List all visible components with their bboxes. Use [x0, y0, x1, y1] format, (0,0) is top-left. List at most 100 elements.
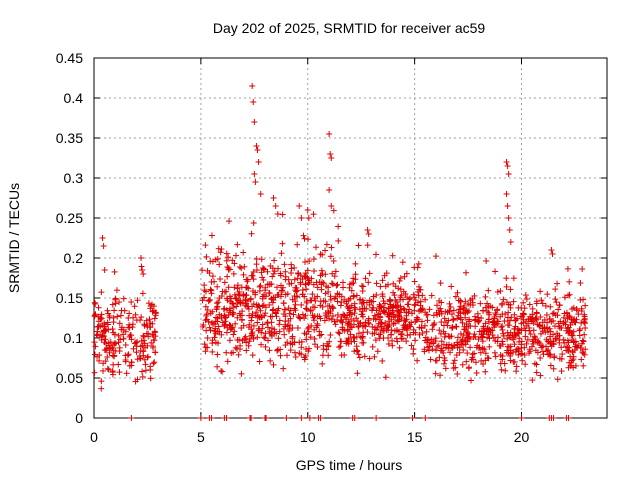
data-point — [475, 336, 482, 343]
data-point — [417, 286, 424, 293]
data-point — [208, 290, 215, 297]
data-point — [397, 309, 404, 316]
data-point — [533, 369, 540, 376]
data-point — [428, 292, 435, 299]
data-point — [531, 333, 538, 340]
data-point — [338, 299, 345, 306]
y-tick-label: 0.4 — [64, 90, 84, 106]
data-point — [405, 309, 412, 316]
data-point — [311, 317, 318, 324]
data-point — [239, 308, 246, 315]
data-point — [497, 288, 504, 295]
data-point — [134, 356, 141, 363]
data-point — [558, 368, 565, 375]
data-point — [516, 335, 523, 342]
data-point — [150, 360, 157, 367]
data-point — [518, 320, 525, 327]
data-point — [392, 320, 399, 327]
data-point — [206, 324, 213, 331]
data-point — [350, 292, 357, 299]
data-point — [117, 312, 124, 319]
data-point — [537, 288, 544, 295]
data-point — [227, 326, 234, 333]
data-point — [271, 326, 278, 333]
data-point — [549, 340, 556, 347]
data-point — [151, 359, 158, 366]
data-point — [297, 315, 304, 322]
data-point — [454, 315, 461, 322]
data-point — [396, 316, 403, 323]
data-point — [147, 366, 154, 373]
data-point — [298, 351, 305, 358]
data-point — [429, 346, 436, 353]
data-point — [132, 339, 139, 346]
data-point — [478, 315, 485, 322]
data-point — [423, 328, 430, 335]
data-point — [533, 310, 540, 317]
data-point — [460, 346, 467, 353]
data-point — [208, 232, 215, 239]
data-point — [404, 301, 411, 308]
data-point — [532, 336, 539, 343]
data-point — [471, 313, 478, 320]
data-point — [141, 356, 148, 363]
data-point — [462, 337, 469, 344]
data-point — [214, 315, 221, 322]
data-point — [463, 269, 470, 276]
data-point — [472, 359, 479, 366]
data-point — [241, 263, 248, 270]
data-point — [234, 285, 241, 292]
data-point — [527, 313, 534, 320]
data-point — [422, 415, 429, 421]
data-point — [322, 290, 329, 297]
data-point — [390, 280, 397, 287]
data-point — [208, 319, 215, 326]
data-point — [394, 338, 401, 345]
data-point — [306, 415, 313, 421]
data-point — [566, 278, 573, 285]
data-point — [503, 275, 510, 282]
data-point — [310, 256, 317, 263]
data-point — [260, 276, 267, 283]
data-point — [262, 310, 269, 317]
data-point — [543, 311, 550, 318]
data-point — [326, 131, 333, 137]
data-point — [550, 317, 557, 324]
data-point — [439, 347, 446, 354]
data-point — [237, 346, 244, 353]
data-point — [243, 347, 250, 354]
data-point — [373, 415, 380, 421]
data-point — [334, 311, 341, 318]
data-point — [477, 300, 484, 307]
data-point — [411, 302, 418, 309]
data-point — [407, 331, 414, 338]
data-point — [467, 344, 474, 351]
data-point — [512, 317, 519, 324]
data-point — [257, 282, 264, 289]
data-point — [285, 317, 292, 324]
y-tick-label: 0.25 — [56, 210, 83, 226]
data-point — [105, 326, 112, 333]
data-point — [98, 289, 105, 296]
data-point — [518, 344, 525, 351]
data-point — [316, 328, 323, 335]
data-point — [561, 294, 568, 301]
data-point — [152, 309, 159, 316]
data-point — [579, 349, 586, 356]
data-point — [288, 265, 295, 272]
data-point — [525, 350, 532, 357]
data-point — [555, 306, 562, 313]
data-point — [294, 294, 301, 301]
data-point — [450, 317, 457, 324]
data-point — [436, 327, 443, 334]
data-point — [512, 348, 519, 355]
data-point — [322, 271, 329, 278]
data-point — [215, 323, 222, 330]
data-point — [304, 267, 311, 274]
data-point — [208, 278, 215, 285]
data-point — [216, 261, 223, 268]
data-point — [377, 320, 384, 327]
data-point — [491, 349, 498, 356]
data-point — [257, 307, 264, 314]
data-point — [565, 364, 572, 371]
